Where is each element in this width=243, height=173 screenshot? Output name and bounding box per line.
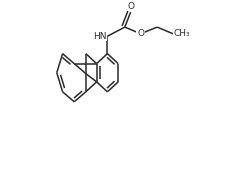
- Text: CH₃: CH₃: [174, 29, 191, 38]
- Text: O: O: [137, 29, 144, 38]
- Text: O: O: [127, 2, 134, 11]
- Text: HN: HN: [93, 32, 107, 41]
